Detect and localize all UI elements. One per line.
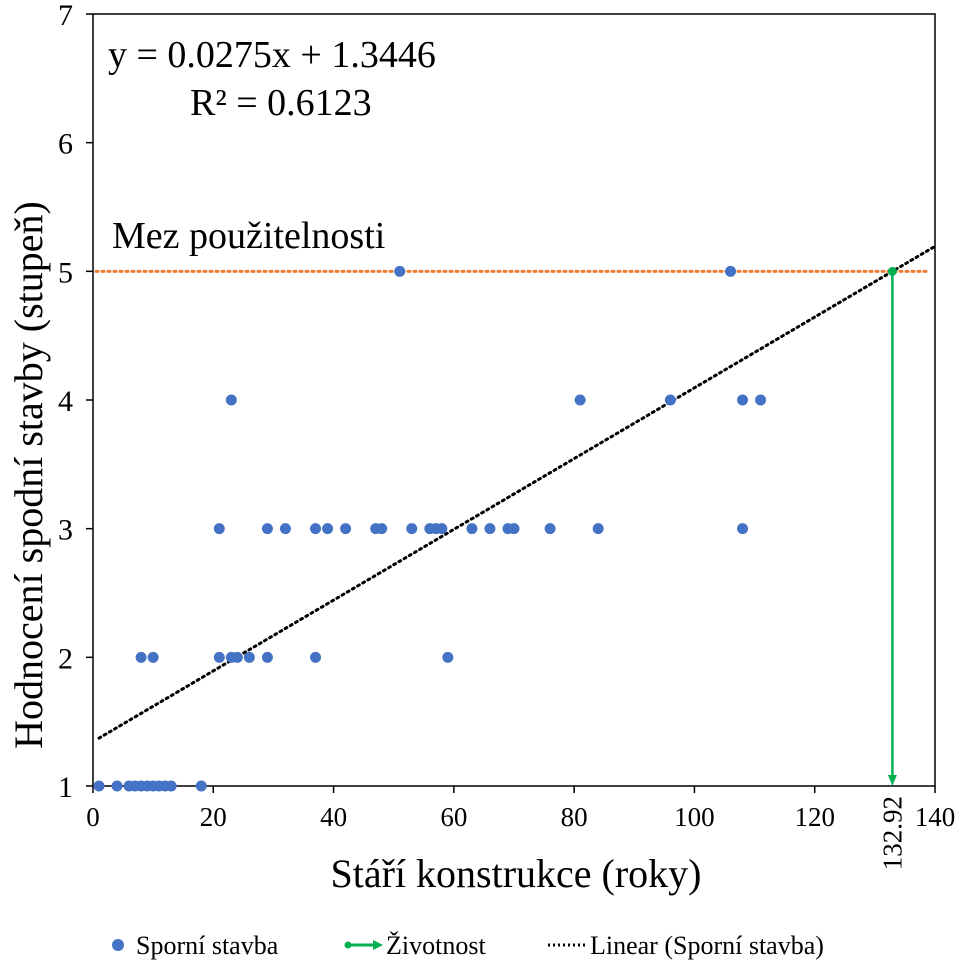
- x-tick-label: 140: [915, 802, 956, 832]
- lifetime-x-label: 132.92: [877, 796, 907, 870]
- limit-label: Mez použitelnosti: [112, 215, 385, 257]
- data-point: [213, 523, 225, 535]
- y-tick-label: 3: [58, 514, 73, 547]
- lifetime-group: 132.92: [877, 266, 907, 870]
- x-axis-label: Stáří konstrukce (roky): [330, 851, 701, 896]
- data-point: [725, 265, 737, 277]
- data-point: [225, 394, 237, 406]
- data-point: [737, 523, 749, 535]
- data-point: [93, 780, 105, 792]
- data-point: [574, 394, 586, 406]
- y-axis-ticks: 1 2 3 4 5 6 7: [58, 0, 93, 804]
- data-point: [165, 780, 177, 792]
- data-points: [93, 265, 767, 792]
- data-point: [195, 780, 207, 792]
- r2-label: R² = 0.6123: [190, 82, 372, 124]
- y-tick-label: 4: [58, 385, 73, 418]
- legend-label-lifetime: Životnost: [386, 931, 486, 960]
- data-point: [340, 523, 352, 535]
- data-point: [466, 523, 478, 535]
- y-tick-label: 7: [58, 0, 73, 32]
- y-axis-label: Hodnocení spodní stavby (stupeň): [6, 201, 51, 749]
- legend-label-points: Sporní stavba: [136, 931, 279, 960]
- legend-marker-lifetime-arrow: [373, 940, 383, 950]
- lifetime-start-point: [887, 266, 897, 276]
- x-tick-label: 120: [794, 802, 835, 832]
- x-tick-label: 60: [440, 802, 467, 832]
- data-point: [737, 394, 749, 406]
- data-point: [279, 523, 291, 535]
- data-point: [755, 394, 767, 406]
- trendline-group: [97, 244, 937, 740]
- data-point: [231, 651, 243, 663]
- data-point: [484, 523, 496, 535]
- x-tick-label: 40: [320, 802, 347, 832]
- data-point: [213, 651, 225, 663]
- data-point: [310, 523, 322, 535]
- data-point: [261, 651, 273, 663]
- legend: Sporní stavba Životnost Linear (Sporní s…: [112, 931, 824, 960]
- plot-frame: [92, 13, 936, 787]
- data-point: [135, 651, 147, 663]
- trendline: [97, 244, 937, 740]
- data-point: [442, 651, 454, 663]
- data-point: [147, 651, 159, 663]
- data-point: [436, 523, 448, 535]
- equation-label: y = 0.0275x + 1.3446: [108, 34, 436, 76]
- x-axis-ticks: 0 20 40 60 80 100 120 140: [86, 786, 955, 832]
- x-tick-label: 80: [561, 802, 588, 832]
- data-point: [243, 651, 255, 663]
- data-point: [406, 523, 418, 535]
- axes: [92, 13, 936, 787]
- x-tick-label: 100: [674, 802, 715, 832]
- y-tick-label: 6: [58, 128, 73, 161]
- data-point: [508, 523, 520, 535]
- y-tick-label: 2: [58, 642, 73, 675]
- lifetime-arrow-head: [887, 775, 897, 786]
- legend-marker-points: [112, 939, 124, 951]
- data-point: [592, 523, 604, 535]
- data-point: [261, 523, 273, 535]
- data-point: [394, 265, 406, 277]
- y-tick-label: 1: [58, 771, 73, 804]
- data-point: [111, 780, 123, 792]
- data-point: [310, 651, 322, 663]
- data-point: [664, 394, 676, 406]
- data-point: [544, 523, 556, 535]
- data-point: [376, 523, 388, 535]
- legend-marker-lifetime-dot: [344, 941, 352, 949]
- data-point: [322, 523, 334, 535]
- legend-label-trendline: Linear (Sporní stavba): [590, 931, 824, 960]
- x-tick-label: 0: [86, 802, 100, 832]
- y-tick-label: 5: [58, 256, 73, 289]
- x-tick-label: 20: [200, 802, 227, 832]
